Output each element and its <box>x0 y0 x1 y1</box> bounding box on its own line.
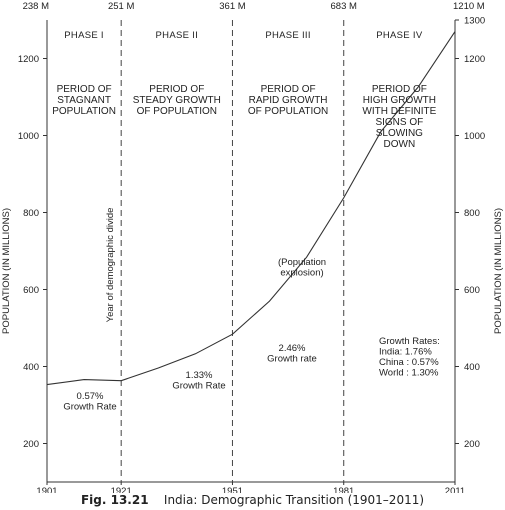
y-tick-right-label: 400 <box>464 362 480 373</box>
population-explosion-label: (Population <box>278 257 326 268</box>
top-population-label: 361 M <box>219 1 245 12</box>
text-layer: 238 M 251 M 361 M 683 M 1210 M PHASE I PERIOD … <box>23 1 485 413</box>
y-axis-title-left: POPULATION (IN MILLIONS) <box>1 208 12 334</box>
top-population-label: 238 M <box>23 1 49 12</box>
phase-description-line: PERIOD OF <box>261 84 316 95</box>
x-tick-label: 1981 <box>333 486 354 493</box>
growth-rate-phase1: Growth Rate <box>63 402 116 413</box>
y-tick-left-label: 400 <box>23 362 39 373</box>
y-tick-right-label: 1300 <box>464 16 485 27</box>
y-tick-right-label: 200 <box>464 439 480 450</box>
growth-rate-phase2: Growth Rate <box>172 381 225 392</box>
phase-description-line: OF POPULATION <box>137 106 217 117</box>
phase-name: PHASE II <box>156 30 199 41</box>
population-line <box>46 31 456 386</box>
y-axis-title-right: POPULATION (IN MILLIONS) <box>493 208 504 334</box>
growth-rates-phase4: World : 1.30% <box>379 368 439 379</box>
top-population-label: 1210 M <box>453 1 485 12</box>
phase-description-line: DOWN <box>384 139 416 150</box>
x-tick-label: 1921 <box>111 486 132 493</box>
x-tick-label: 2011 <box>445 486 465 493</box>
phase-description-line: SLOWING <box>376 128 423 139</box>
growth-rate-phase1: 0.57% <box>77 391 104 402</box>
top-population-label: 683 M <box>331 1 357 12</box>
demographic-divide-label: Year of demographic divide <box>105 208 116 323</box>
figure-number: Fig. 13.21 <box>80 493 149 507</box>
phase-description-line: PERIOD OF <box>372 84 427 95</box>
figure-caption: Fig. 13.21 India: Demographic Transition… <box>0 493 505 507</box>
growth-rates-phase4: India: 1.76% <box>379 347 432 358</box>
y-tick-right-label: 600 <box>464 285 480 296</box>
y-tick-right-label: 1200 <box>464 54 485 65</box>
phase-description-line: SIGNS OF <box>375 117 423 128</box>
phase-description-line: OF POPULATION <box>248 106 328 117</box>
top-population-label: 251 M <box>108 1 134 12</box>
y-tick-left-label: 1000 <box>18 131 39 142</box>
growth-rates-phase4: China : 0.57% <box>379 357 439 368</box>
phase-description-line: HIGH GROWTH <box>363 95 436 106</box>
x-tick-label: 1951 <box>222 486 243 493</box>
phase-description-line: POPULATION <box>52 106 116 117</box>
growth-rates-phase4: Growth Rates: <box>379 336 440 347</box>
chart-axes: 200 400 600 800 1000 1200 200 400 600 800 1000 1200… <box>1 16 504 494</box>
y-tick-right-label: 800 <box>464 208 480 219</box>
y-tick-right-label: 1000 <box>464 131 485 142</box>
y-tick-left-label: 600 <box>23 285 39 296</box>
phase-name: PHASE III <box>265 30 310 41</box>
y-tick-left-label: 1200 <box>18 54 39 65</box>
y-tick-left-label: 200 <box>23 439 39 450</box>
x-tick-label: 1901 <box>36 486 57 493</box>
phase-description-line: STAGNANT <box>57 95 111 106</box>
growth-rate-phase2: 1.33% <box>186 370 213 381</box>
population-explosion-label: explosion) <box>280 268 323 279</box>
series-layer <box>46 31 456 386</box>
phase-description-line: PERIOD OF <box>57 84 112 95</box>
growth-rate-phase3: 2.46% <box>279 343 306 354</box>
phase-dividers <box>120 20 345 482</box>
figure-title: India: Demographic Transition (1901–2011… <box>163 493 425 507</box>
y-tick-left-label: 800 <box>23 208 39 219</box>
phase-description-line: WITH DEFINITE <box>362 106 436 117</box>
phase-name: PHASE IV <box>376 30 423 41</box>
phase-description-line: PERIOD OF <box>149 84 204 95</box>
phase-description-line: STEADY GROWTH <box>133 95 221 106</box>
demographic-transition-chart: 200 400 600 800 1000 1200 200 400 600 800 1000 1200… <box>1 1 504 494</box>
growth-rate-phase3: Growth rate <box>267 354 317 365</box>
phase-name: PHASE I <box>64 30 104 41</box>
phase-description-line: RAPID GROWTH <box>249 95 328 106</box>
